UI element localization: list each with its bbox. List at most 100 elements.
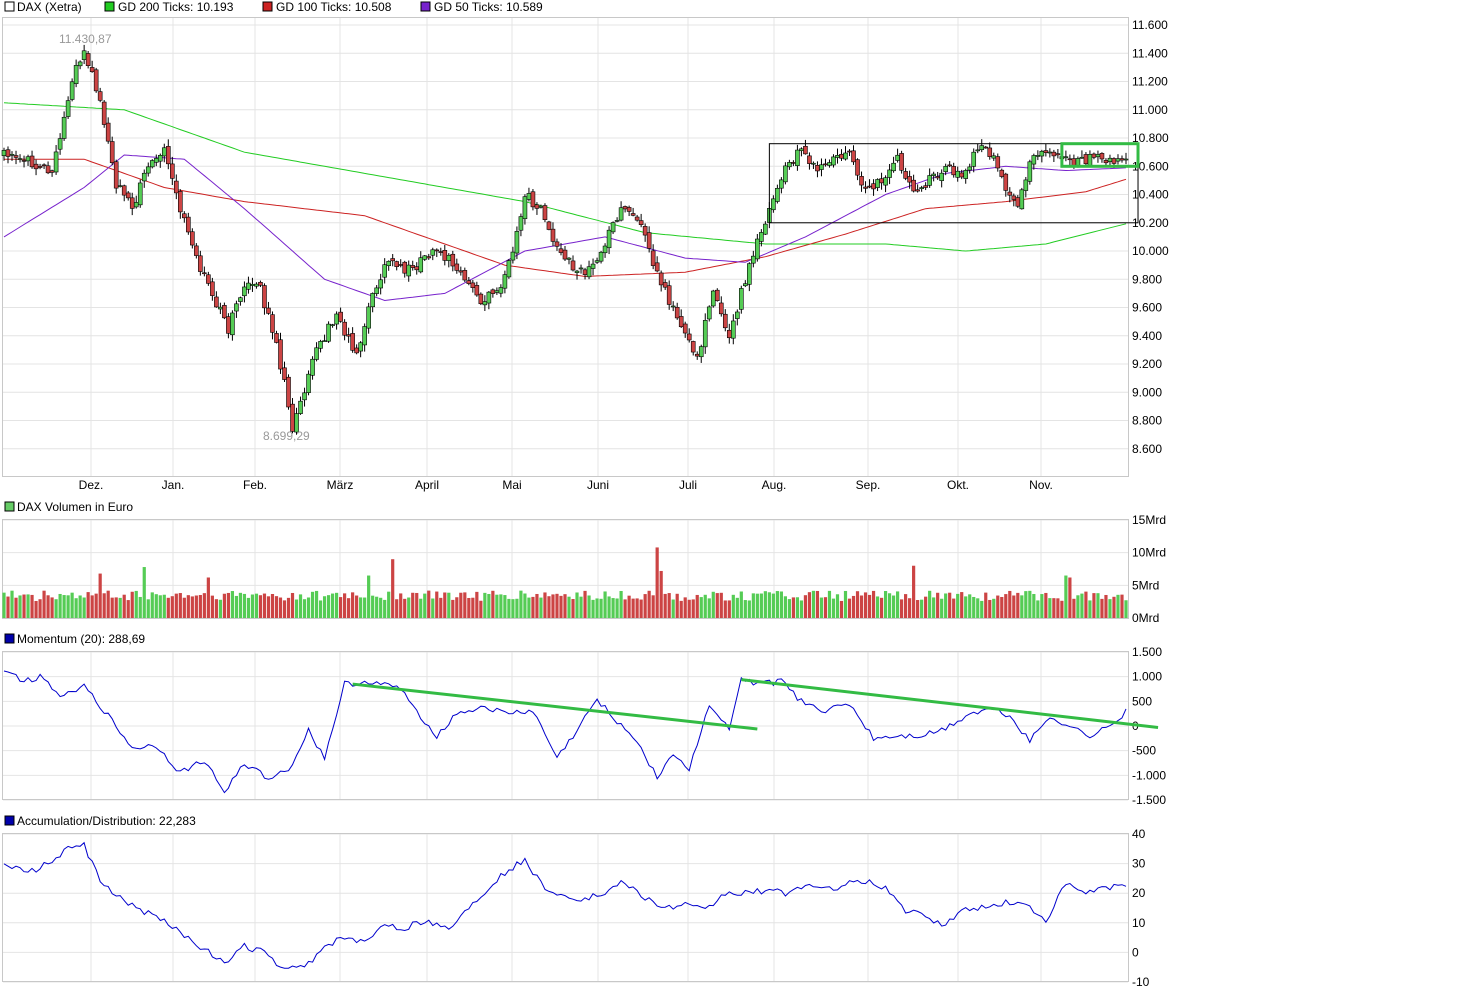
- candle-body: [590, 263, 596, 269]
- volume-bar: [875, 596, 880, 618]
- volume-bar: [114, 597, 118, 618]
- candle-body: [482, 301, 488, 306]
- candle-body: [222, 305, 227, 319]
- legend-label-ad: Accumulation/Distribution: 22,283: [17, 814, 196, 828]
- candle-body: [566, 257, 572, 260]
- candle-body: [430, 249, 436, 256]
- volume-bar: [419, 598, 423, 618]
- volume-bar: [976, 598, 980, 618]
- volume-bar: [879, 597, 884, 618]
- candle-body: [1043, 150, 1049, 153]
- candle-body: [294, 413, 299, 433]
- volume-bar: [126, 600, 130, 618]
- volume-bar: [1012, 595, 1016, 618]
- candle-body: [1055, 153, 1061, 156]
- volume-bar: [603, 591, 607, 618]
- candle-body: [899, 153, 904, 171]
- candle-body: [382, 264, 387, 278]
- candle-body: [642, 226, 648, 236]
- candle-body: [194, 245, 199, 256]
- candle-body: [574, 270, 580, 273]
- volume-bar: [258, 595, 263, 618]
- volume-bar: [835, 594, 840, 618]
- volume-bar: [924, 596, 928, 618]
- candle-body: [638, 220, 644, 225]
- volume-bar: [326, 595, 331, 618]
- volume-bar: [18, 595, 22, 618]
- candle-body: [450, 253, 456, 267]
- candle-body: [658, 272, 664, 286]
- volume-bar: [298, 594, 303, 618]
- candle-body: [33, 163, 39, 170]
- flag-box: [1060, 142, 1140, 168]
- candle-body: [935, 176, 940, 179]
- volume-bar: [387, 591, 391, 618]
- volume-bar: [984, 592, 988, 618]
- candle-body: [121, 185, 127, 196]
- candle-body: [514, 231, 520, 254]
- candle-body: [775, 188, 780, 202]
- volume-bar: [270, 593, 275, 618]
- volume-bar: [779, 591, 783, 618]
- candle-body: [795, 149, 800, 166]
- candle-body: [967, 166, 973, 171]
- candle-body: [1099, 153, 1105, 160]
- volume-bar: [343, 593, 347, 618]
- volume-bar: [359, 597, 363, 618]
- volume-bar: [583, 590, 587, 618]
- volume-bar: [50, 597, 54, 618]
- candle-body: [350, 333, 355, 351]
- candle-body: [839, 153, 844, 159]
- volume-bar: [799, 600, 804, 618]
- volume-bar: [1068, 577, 1072, 618]
- candle-body: [915, 189, 920, 192]
- candle-body: [546, 221, 552, 230]
- candle-body: [550, 228, 556, 242]
- ad-line: [3, 841, 1127, 969]
- candle-body: [157, 155, 163, 162]
- volume-bar: [322, 596, 327, 618]
- candle-body: [714, 289, 720, 301]
- volume-bar: [615, 598, 619, 618]
- price-panel: DAX (Xetra) GD 200 Ticks: 10.193 GD 100 …: [1, 0, 1169, 492]
- candle-body: [811, 162, 816, 165]
- volume-bar: [495, 594, 499, 618]
- volume-bar: [334, 592, 339, 618]
- x-tick-label: April: [415, 478, 439, 492]
- volume-bar: [146, 599, 150, 618]
- volume-bar: [178, 593, 182, 618]
- volume-bar: [607, 596, 611, 618]
- volume-bar: [86, 592, 90, 618]
- volume-bar: [992, 598, 996, 618]
- volume-bar: [783, 596, 787, 618]
- candle-body: [799, 148, 804, 152]
- y-tick-label: -1.500: [1132, 793, 1166, 807]
- volume-bar: [503, 595, 507, 618]
- candle-body: [755, 238, 760, 260]
- volume-bar: [819, 597, 824, 618]
- candle-body: [442, 250, 448, 261]
- volume-bar: [222, 593, 226, 618]
- candle-body: [374, 287, 379, 294]
- volume-bar: [655, 547, 659, 618]
- y-tick-label: 0: [1132, 945, 1139, 959]
- volume-bar: [154, 594, 158, 618]
- candle-body: [666, 285, 672, 305]
- candle-body: [370, 293, 375, 308]
- volume-bar: [122, 594, 126, 618]
- candle-body: [502, 274, 508, 289]
- candle-body: [686, 333, 692, 341]
- candle-body: [170, 163, 175, 179]
- volume-bar: [443, 592, 447, 618]
- volume-bar: [511, 599, 515, 618]
- candle-body: [478, 293, 484, 305]
- candle-body: [490, 289, 496, 294]
- volume-bar: [687, 599, 691, 618]
- volume-bar: [940, 598, 944, 618]
- volume-bar: [170, 596, 174, 618]
- candle-body: [61, 116, 67, 139]
- y-tick-label: 40: [1132, 827, 1146, 841]
- candle-body: [718, 302, 724, 315]
- volume-bar: [34, 600, 38, 618]
